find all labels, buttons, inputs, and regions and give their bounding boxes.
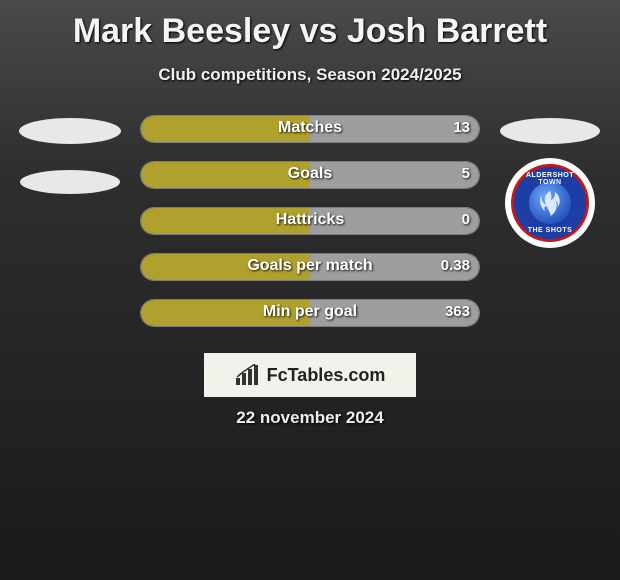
stat-bar-left [141, 254, 310, 280]
stat-bar-left [141, 116, 310, 142]
stat-value-right: 0 [462, 211, 470, 228]
stat-bar-left [141, 208, 310, 234]
stats-block: Matches 13 Goals 5 Hattricks 0 Goals per… [0, 115, 620, 329]
stat-value-right: 0.38 [441, 257, 470, 274]
stat-row: Matches 13 [0, 115, 620, 145]
subtitle: Club competitions, Season 2024/2025 [0, 65, 620, 85]
bar-chart-icon [235, 364, 261, 386]
stat-row: Goals 5 [0, 161, 620, 191]
stat-value-right: 363 [445, 303, 470, 320]
stat-bar [140, 207, 480, 235]
stat-bar-left [141, 162, 310, 188]
stat-row: Hattricks 0 [0, 207, 620, 237]
stat-bar-right [310, 208, 479, 234]
page-title: Mark Beesley vs Josh Barrett [0, 0, 620, 51]
stat-value-right: 5 [462, 165, 470, 182]
brand-text: FcTables.com [267, 365, 386, 386]
brand-panel: FcTables.com [204, 353, 416, 397]
stat-bar [140, 161, 480, 189]
stat-bar [140, 253, 480, 281]
stat-value-right: 13 [453, 119, 470, 136]
stat-bar [140, 299, 480, 327]
comparison-card: Mark Beesley vs Josh Barrett Club compet… [0, 0, 620, 580]
stat-bar [140, 115, 480, 143]
stat-row: Goals per match 0.38 [0, 253, 620, 283]
stat-bar-right [310, 162, 479, 188]
stat-bar-left [141, 300, 310, 326]
date-text: 22 november 2024 [0, 408, 620, 428]
stat-row: Min per goal 363 [0, 299, 620, 329]
